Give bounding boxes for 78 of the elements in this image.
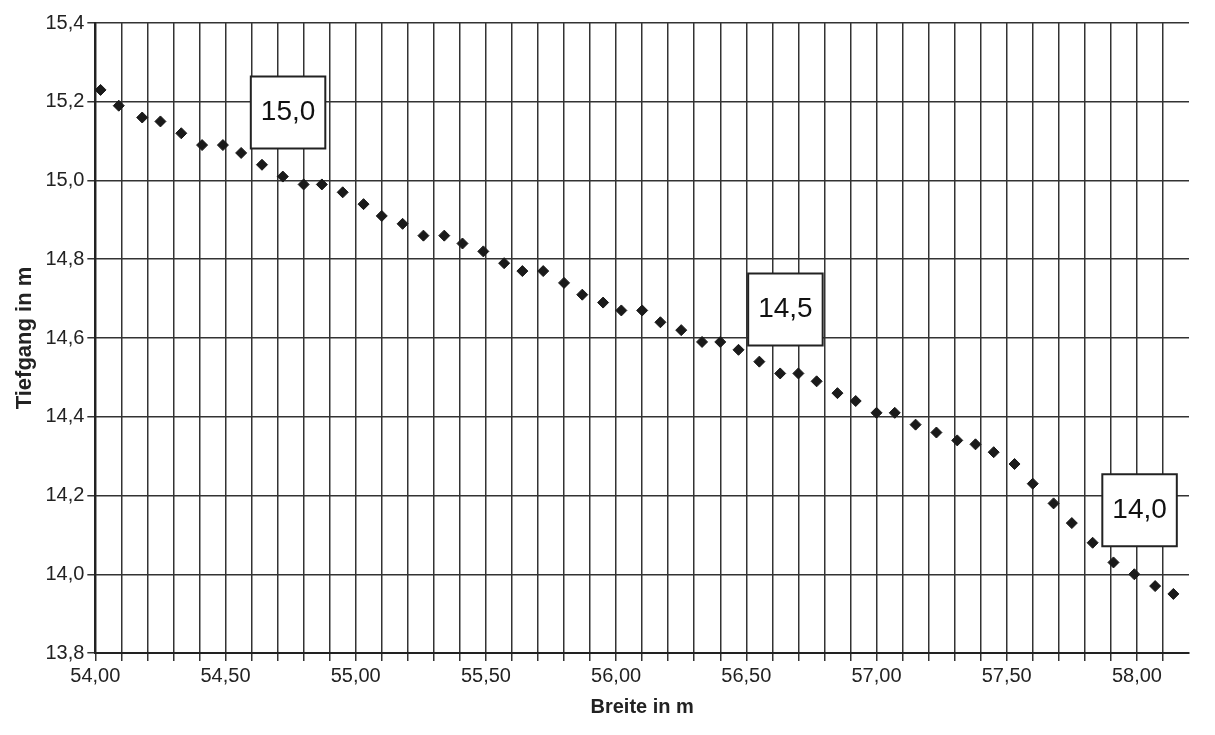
point	[438, 229, 451, 242]
point	[196, 139, 209, 152]
point	[112, 99, 125, 112]
point	[696, 335, 709, 348]
point	[1167, 587, 1180, 600]
point	[95, 83, 107, 96]
point	[235, 146, 248, 159]
point	[753, 355, 766, 368]
y-tick-label: 14,4	[45, 404, 85, 427]
point	[276, 170, 289, 183]
point	[849, 395, 862, 407]
point	[1026, 477, 1039, 490]
point	[810, 375, 823, 388]
point	[456, 237, 469, 250]
point	[951, 434, 964, 447]
point	[516, 265, 529, 278]
point	[597, 296, 610, 309]
point	[675, 324, 688, 337]
point	[654, 316, 667, 329]
point	[336, 186, 349, 199]
point	[154, 115, 167, 128]
point	[417, 229, 430, 242]
point	[1107, 556, 1120, 569]
point	[396, 217, 409, 230]
point	[870, 406, 883, 419]
annotation: 14,0	[1112, 492, 1167, 524]
point	[537, 265, 550, 278]
point	[576, 288, 589, 301]
y-tick-label: 13,8	[45, 640, 85, 663]
point	[909, 418, 922, 431]
point	[987, 446, 1000, 459]
point	[888, 406, 901, 419]
point	[792, 367, 805, 380]
point	[1128, 568, 1141, 581]
x-tick-label: 57,00	[851, 663, 902, 686]
point	[1065, 517, 1078, 530]
x-tick-label: 56,00	[591, 663, 642, 686]
y-tick-label: 15,0	[45, 168, 85, 191]
point	[558, 276, 571, 289]
x-tick-label: 55,50	[460, 663, 511, 686]
point	[1008, 458, 1021, 470]
x-tick-label: 56,50	[721, 663, 772, 686]
y-tick-label: 14,8	[45, 246, 85, 269]
x-tick-label: 54,00	[70, 663, 121, 686]
point	[930, 426, 943, 439]
y-tick-label: 15,2	[45, 89, 85, 112]
point	[1047, 497, 1060, 510]
y-tick-label: 14,6	[45, 325, 85, 348]
point	[477, 245, 490, 258]
x-tick-label: 54,50	[200, 663, 251, 686]
point	[636, 304, 649, 317]
point	[175, 127, 188, 140]
point	[357, 198, 370, 211]
point	[255, 158, 268, 171]
point	[774, 367, 787, 380]
point	[732, 343, 745, 356]
point	[969, 438, 982, 451]
point	[831, 387, 844, 400]
y-tick-label: 14,0	[45, 561, 85, 584]
point	[216, 139, 229, 152]
y-tick-label: 14,2	[45, 483, 85, 506]
point	[498, 257, 511, 270]
x-tick-label: 55,00	[330, 663, 381, 686]
point	[136, 111, 149, 124]
y-axis-title: Tiefgang in m	[11, 266, 37, 410]
point	[1086, 536, 1099, 549]
annotation: 15,0	[260, 95, 316, 127]
point	[615, 304, 628, 317]
x-tick-label: 57,50	[981, 663, 1032, 686]
point	[297, 178, 310, 191]
point	[1149, 580, 1162, 593]
annotation: 14,5	[758, 292, 813, 324]
point	[714, 335, 727, 348]
y-tick-label: 15,4	[45, 10, 85, 33]
point	[315, 178, 328, 191]
point	[375, 209, 388, 222]
x-axis-title: Breite in m	[590, 694, 694, 717]
x-tick-label: 58,00	[1111, 663, 1162, 686]
